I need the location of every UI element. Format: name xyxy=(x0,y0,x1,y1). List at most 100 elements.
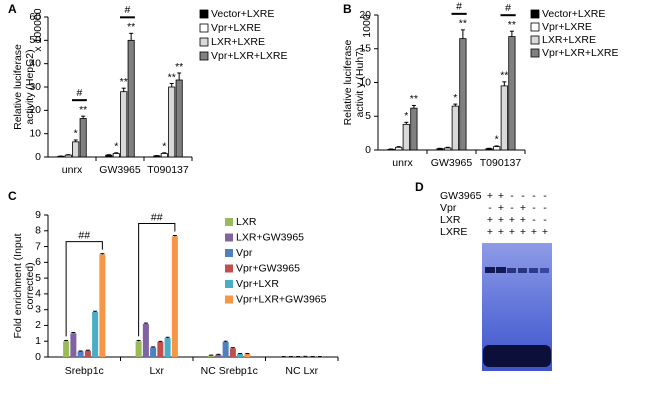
gel-row-label: LXRE xyxy=(440,226,467,238)
significance-bracket xyxy=(65,241,103,337)
legend-label: Vpr+LXR+GW3965 xyxy=(236,293,327,305)
y-tick-label: 10 xyxy=(359,76,371,88)
legend-swatch xyxy=(199,9,209,19)
significance-star: * xyxy=(404,110,408,122)
significance-star: ** xyxy=(120,76,128,88)
gel-row-label: GW3965 xyxy=(440,190,482,202)
legend-label: LXR+LXRE xyxy=(542,34,596,46)
legend-swatch xyxy=(225,295,233,304)
x-tick-label: Srebp1c xyxy=(65,365,104,377)
y-tick-label: 2 xyxy=(35,319,41,331)
legend-swatch xyxy=(530,9,540,19)
bracket-label: # xyxy=(77,87,83,99)
gel-band xyxy=(507,268,516,273)
bar xyxy=(485,148,493,151)
legend-label: Vpr+LXR xyxy=(236,278,279,290)
legend-swatch xyxy=(199,37,209,47)
significance-star: * xyxy=(74,128,78,140)
gel-lane-sign: + xyxy=(487,190,493,202)
gel-row-label: LXR xyxy=(440,214,461,226)
gel-lane-sign: + xyxy=(542,226,548,238)
bar xyxy=(493,146,501,151)
y-axis-label: Fold enrichment (Input xyxy=(12,233,24,338)
bar xyxy=(157,342,164,357)
bar xyxy=(229,348,236,357)
significance-star: ** xyxy=(175,61,183,73)
x-tick-label: unrx xyxy=(392,157,413,169)
legend-label: LXR+GW3965 xyxy=(236,231,304,243)
gel-image xyxy=(482,243,552,371)
gel-lane-sign: - xyxy=(532,214,536,226)
y-tick-label: 20 xyxy=(359,9,371,21)
legend-swatch xyxy=(225,280,233,288)
significance-star: ** xyxy=(410,93,418,105)
x-tick-label: T090137 xyxy=(147,164,189,176)
y-tick-label: 0 xyxy=(35,351,41,363)
panel-letter: D xyxy=(415,180,424,194)
gel-lane-sign: + xyxy=(498,202,504,214)
bar xyxy=(451,105,459,151)
bar xyxy=(77,351,84,357)
y-axis-multiplier: 1000 xyxy=(361,14,373,38)
y-axis-multiplier: x 100000 xyxy=(32,8,44,51)
gel-lane-sign: + xyxy=(498,214,504,226)
significance-star: ** xyxy=(79,104,87,116)
x-tick-label: unrx xyxy=(62,164,83,176)
gel-lane-sign: + xyxy=(520,226,526,238)
y-tick-label: 5 xyxy=(365,110,371,122)
significance-star: ** xyxy=(127,21,135,33)
significance-star: ** xyxy=(508,19,516,31)
significance-star: * xyxy=(162,141,166,153)
significance-star: * xyxy=(495,134,499,146)
bracket-label: ## xyxy=(78,229,90,241)
y-tick-label: 8 xyxy=(35,225,41,237)
bar xyxy=(99,254,106,357)
gel-lane-sign: + xyxy=(498,226,504,238)
y-tick-label: 60 xyxy=(29,11,41,23)
legend-swatch xyxy=(530,48,540,58)
significance-star: ** xyxy=(500,70,508,82)
gel-band xyxy=(496,267,506,273)
bracket-label: # xyxy=(125,4,131,16)
gel-lane-sign: + xyxy=(520,202,526,214)
gel-lane-sign: - xyxy=(510,190,514,202)
bar xyxy=(72,141,80,158)
gel-lane-sign: - xyxy=(532,202,536,214)
bar xyxy=(63,341,70,357)
legend-label: Vpr+LXR+LXRE xyxy=(211,50,287,62)
bar xyxy=(150,347,157,357)
legend-swatch xyxy=(225,249,233,257)
significance-star: ** xyxy=(459,18,467,30)
y-tick-label: 40 xyxy=(29,57,41,69)
y-axis-label: Relative luciferase xyxy=(342,39,354,125)
bar xyxy=(222,342,229,357)
gel-lane-sign: - xyxy=(532,190,536,202)
legend-swatch xyxy=(225,264,233,273)
bar xyxy=(135,341,142,357)
x-tick-label: GW3965 xyxy=(99,164,141,176)
bar xyxy=(444,147,452,151)
legend-swatch xyxy=(530,35,540,45)
gel-lane-sign: - xyxy=(510,202,514,214)
bar xyxy=(160,153,168,158)
legend-swatch xyxy=(199,51,209,61)
gel-lane-sign: + xyxy=(509,226,515,238)
bar xyxy=(171,236,178,357)
bracket-label: # xyxy=(505,2,511,14)
x-tick-label: NC Lxr xyxy=(285,365,318,377)
legend-swatch xyxy=(199,23,209,33)
legend-swatch xyxy=(225,218,233,226)
gel-band xyxy=(529,268,538,273)
gel-lane-sign: - xyxy=(488,202,492,214)
bar xyxy=(500,85,508,151)
significance-star: * xyxy=(114,141,118,153)
y-tick-label: 6 xyxy=(35,256,41,268)
bar xyxy=(410,107,418,151)
y-axis-label: Relative luciferase xyxy=(12,44,24,130)
y-axis-label: activit y (Huh7) xyxy=(354,47,366,117)
y-tick-label: 0 xyxy=(35,151,41,163)
bar xyxy=(459,38,467,151)
y-tick-label: 0 xyxy=(365,144,371,156)
x-tick-label: Lxr xyxy=(149,365,164,377)
